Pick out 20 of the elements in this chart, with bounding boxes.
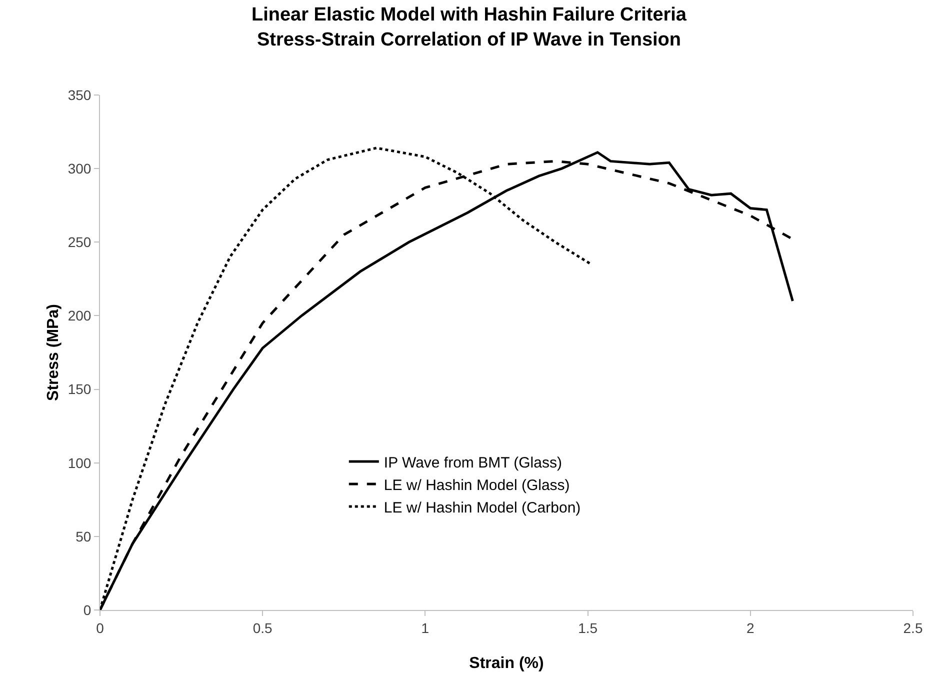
y-tick-label: 50	[76, 528, 92, 544]
x-tick-label: 2.5	[903, 620, 923, 636]
legend-label: LE w/ Hashin Model (Glass)	[384, 476, 570, 494]
y-tick-label: 100	[68, 454, 92, 471]
x-tick-label: 0	[96, 620, 104, 636]
y-tick-label: 300	[68, 160, 92, 176]
x-tick-label: 1	[421, 620, 430, 636]
x-tick-label: 0.5	[252, 620, 273, 636]
x-tick-label: 1.5	[578, 620, 598, 636]
y-tick-label: 250	[68, 234, 92, 250]
legend-label: IP Wave from BMT (Glass)	[384, 454, 562, 472]
x-axis-title: Strain (%)	[469, 655, 544, 672]
legend-label: LE w/ Hashin Model (Carbon)	[384, 499, 581, 516]
x-tick-label: 2	[746, 620, 754, 636]
y-tick-label: 200	[68, 308, 92, 324]
chart-title: Linear Elastic Model with Hashin Failure Criteria Stress-Strain Correlation of IP Wave in Tension	[252, 4, 687, 50]
y-tick-label: 0	[83, 602, 92, 618]
y-tick-label: 150	[68, 381, 92, 398]
y-axis-title: Stress (MPa)	[45, 304, 62, 401]
y-tick-label: 350	[68, 86, 92, 103]
